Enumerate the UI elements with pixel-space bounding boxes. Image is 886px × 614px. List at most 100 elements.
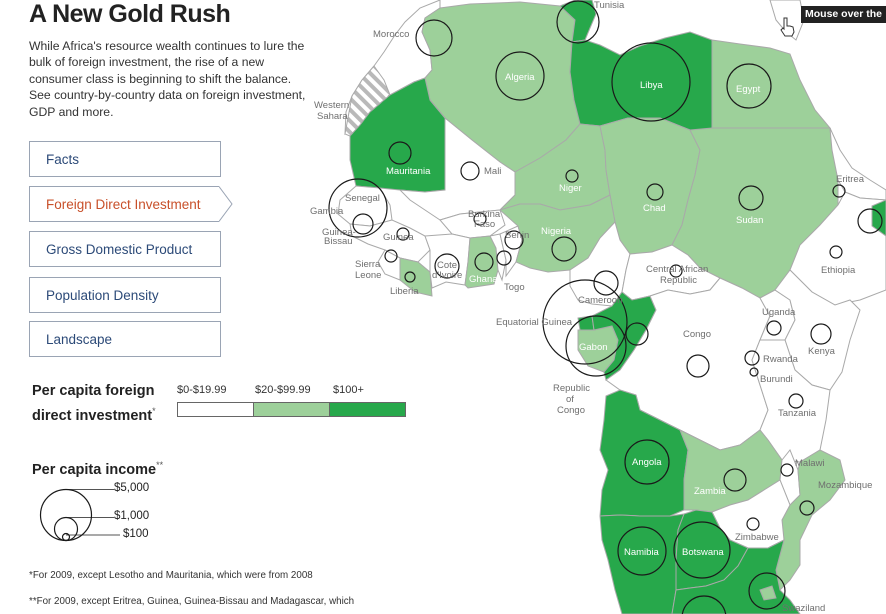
- fdi-swatch-mid: [254, 403, 330, 416]
- label-western-sahara-2: Sahara: [317, 111, 348, 122]
- label-ethiopia: Ethiopia: [821, 265, 856, 276]
- label-ghana: Ghana: [469, 274, 498, 285]
- label-burkina-1: Burkina: [468, 209, 501, 220]
- income-circle-mauritania: [388, 141, 412, 165]
- label-burundi: Burundi: [760, 374, 793, 385]
- label-egypt: Egypt: [736, 84, 761, 95]
- income-circle-sierra-leone: [404, 271, 416, 283]
- income-circle-rwanda: [744, 350, 760, 366]
- country-labels: Tunisia Morocco Algeria Libya Egypt West…: [310, 0, 872, 614]
- income-circle-kenya: [810, 323, 832, 345]
- fdi-legend-title-line1: Per capita foreign: [32, 383, 155, 399]
- income-circles: [328, 0, 883, 614]
- label-nigeria: Nigeria: [541, 226, 572, 237]
- country-tunisia[interactable]: [559, 0, 597, 43]
- label-angola: Angola: [632, 457, 662, 468]
- income-circle-libya: [611, 42, 691, 122]
- income-circle-angola: [624, 439, 670, 485]
- label-libya: Libya: [640, 80, 663, 91]
- income-circle-cote-divoire: [434, 253, 460, 279]
- label-guinea: Guinea: [383, 232, 414, 243]
- tab-gross-domestic-product[interactable]: Gross Domestic Product: [29, 231, 221, 267]
- label-burkina-2: Faso: [474, 219, 495, 230]
- income-circle-rep-congo: [625, 322, 649, 346]
- label-uganda: Uganda: [762, 307, 796, 318]
- country-swaziland[interactable]: [759, 585, 777, 601]
- fdi-footnote-mark: *: [152, 406, 156, 416]
- income-circle-mali: [460, 161, 480, 181]
- label-western-sahara-1: Western: [314, 100, 349, 111]
- income-circle-swaziland: [748, 572, 786, 610]
- label-algeria: Algeria: [505, 72, 535, 83]
- income-circle-chad: [646, 183, 664, 201]
- income-circle-malawi: [780, 463, 794, 477]
- income-circle-somalia: [857, 208, 883, 234]
- country-angola[interactable]: [599, 389, 689, 517]
- label-gabon: Gabon: [579, 342, 608, 353]
- active-tab-arrow: [219, 186, 233, 222]
- page-title: A New Gold Rush: [29, 0, 231, 28]
- income-circle-tanzania: [788, 393, 804, 409]
- income-size-legend: [39, 488, 120, 542]
- label-car-1: Central African: [646, 264, 708, 275]
- label-zambia: Zambia: [694, 486, 726, 497]
- income-circle-morocco: [415, 19, 453, 57]
- label-zimbabwe: Zimbabwe: [735, 532, 779, 543]
- income-circle-zambia: [723, 468, 747, 492]
- country-namibia[interactable]: [599, 513, 685, 614]
- label-mozambique: Mozambique: [818, 480, 872, 491]
- income-circle-burkina: [473, 212, 487, 226]
- income-circle-cameroon: [593, 270, 619, 296]
- label-botswana: Botswana: [682, 547, 724, 558]
- footnote-income: **For 2009, except Eritrea, Guinea, Guin…: [29, 596, 355, 607]
- label-eq-guinea: Equatorial Guinea: [496, 317, 573, 328]
- income-circle-eq-guinea: [542, 279, 628, 365]
- income-circle-dr-congo: [686, 354, 710, 378]
- income-circle-senegal: [328, 178, 388, 238]
- income-circle-tunisia: [556, 0, 600, 44]
- label-sudan: Sudan: [736, 215, 763, 226]
- income-circle-sudan: [738, 185, 764, 211]
- fdi-swatch-low: [178, 403, 254, 416]
- income-circle-south-africa: [681, 595, 727, 614]
- label-mauritania: Mauritania: [386, 166, 431, 177]
- income-legend-circle-1000: [53, 516, 79, 542]
- label-car-2: Republic: [660, 275, 697, 286]
- tab-landscape[interactable]: Landscape: [29, 321, 221, 357]
- income-legend-circle-100: [61, 532, 71, 542]
- income-circle-guinea: [396, 227, 410, 241]
- label-tunisia: Tunisia: [594, 0, 625, 11]
- label-congo: Congo: [683, 329, 711, 340]
- income-circle-guinea-bissau: [384, 249, 398, 263]
- country-mozambique[interactable]: [775, 449, 846, 592]
- intro-text: While Africa's resource wealth continues…: [29, 39, 306, 119]
- country-somalia[interactable]: [871, 199, 886, 237]
- fdi-range-low-label: $0-$19.99: [177, 384, 227, 396]
- income-circle-gambia: [352, 213, 374, 235]
- fdi-range-mid-label: $20-$99.99: [255, 384, 311, 396]
- country-cote-divoire[interactable]: [424, 233, 471, 289]
- label-mali: Mali: [484, 166, 501, 177]
- label-guinea-bissau-2: Bissau: [324, 236, 353, 247]
- label-sierra-leone-2: Leone: [355, 270, 381, 281]
- label-cameroon: Cameroon: [578, 295, 622, 306]
- income-circle-namibia: [617, 526, 667, 576]
- income-circle-nigeria: [551, 236, 577, 262]
- income-legend-title-text: Per capita income: [32, 461, 157, 478]
- income-circle-car: [669, 264, 683, 278]
- tab-population-density[interactable]: Population Density: [29, 277, 221, 313]
- label-gambia: Gambia: [310, 206, 344, 217]
- country-eritrea[interactable]: [829, 127, 886, 201]
- footnote-fdi: *For 2009, except Lesotho and Mauritania…: [29, 570, 313, 581]
- tab-facts[interactable]: Facts: [29, 141, 221, 177]
- label-morocco: Morocco: [373, 29, 409, 40]
- fdi-color-scale: [177, 402, 406, 417]
- tab-foreign-direct-investment[interactable]: Foreign Direct Investment: [29, 186, 219, 222]
- label-rwanda: Rwanda: [763, 354, 799, 365]
- fdi-legend-title-line2: direct investment: [32, 407, 153, 424]
- label-kenya: Kenya: [808, 346, 836, 357]
- income-legend-title: Per capita income**: [32, 460, 163, 478]
- income-legend-circle-5000: [39, 488, 93, 542]
- income-circle-mozambique: [799, 500, 815, 516]
- label-sierra-leone-1: Sierra: [355, 259, 381, 270]
